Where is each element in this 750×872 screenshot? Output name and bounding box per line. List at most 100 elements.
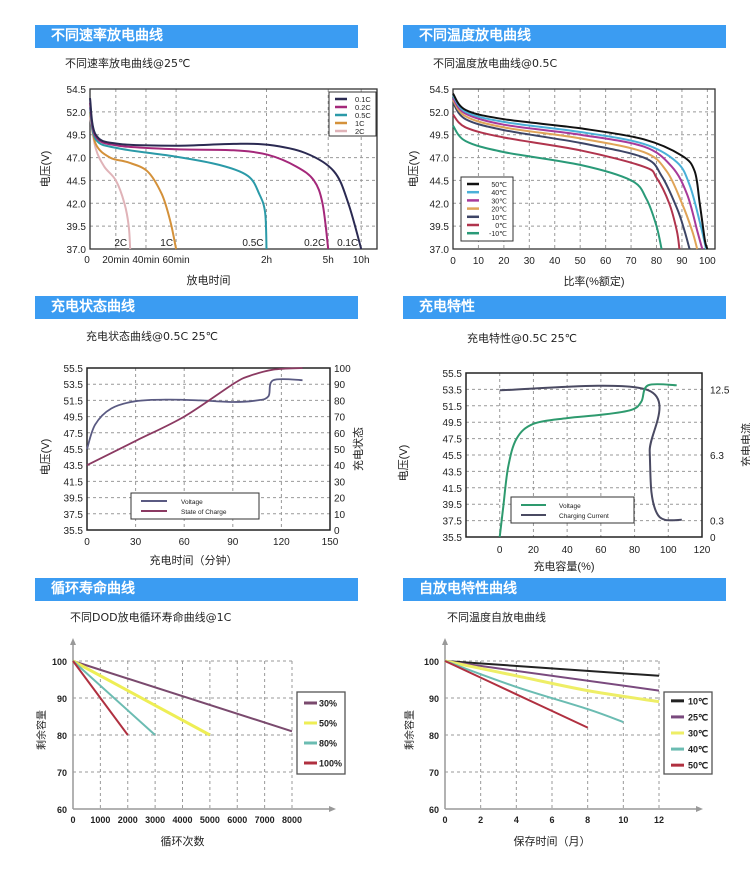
- series-line-50℃: [444, 660, 589, 729]
- y2-tick-label: 40: [334, 461, 346, 472]
- x-tick-label: 5000: [200, 815, 220, 825]
- legend-label: 100%: [319, 759, 342, 769]
- y-tick-label: 53.5: [64, 380, 84, 391]
- x-tick-label: 2000: [118, 815, 138, 825]
- legend-label: -10℃: [489, 231, 507, 238]
- x-tick-label: 30: [524, 256, 536, 267]
- series-line-0.5C: [89, 107, 268, 250]
- y2-tick-label: 100: [334, 364, 351, 375]
- section-header: 循环寿命曲线: [35, 578, 358, 601]
- chart-temp-discharge: 54.5 52.0 49.5 47.0 44.5 42.0 39.5 37.00 10 20 30 4…: [407, 85, 716, 288]
- x-tick-label: 5h: [323, 255, 334, 266]
- legend-label: 0.2C: [355, 103, 371, 112]
- x-tick-label: 70: [625, 256, 637, 267]
- legend-label: 10℃: [491, 215, 507, 222]
- x-tick-label: 60: [595, 545, 607, 556]
- x-tick-label: 20min: [102, 255, 129, 266]
- chart-subtitle: 不同温度放电曲线@0.5C: [433, 57, 558, 70]
- y-tick-label: 45.5: [443, 451, 463, 462]
- series-line-2C: [89, 116, 132, 250]
- legend-label: Voltage: [181, 499, 203, 506]
- series-line-40℃: [444, 660, 624, 724]
- y-tick-label: 43.5: [443, 467, 463, 478]
- y-tick-label: 52.0: [430, 108, 450, 119]
- x-tick-label: 20: [498, 256, 510, 267]
- section-header: 充电状态曲线: [35, 296, 358, 319]
- y-tick-label: 51.5: [64, 396, 84, 407]
- y-tick-label: 80: [57, 731, 67, 741]
- y-axis-label: 电压(V): [39, 439, 52, 476]
- legend-label: 1C: [355, 119, 365, 128]
- legend-label: 40℃: [491, 190, 507, 197]
- y-tick-label: 43.5: [64, 461, 84, 472]
- y-tick-label: 60: [57, 805, 67, 815]
- series-line-40℃: [452, 94, 708, 250]
- legend-label: 30%: [319, 699, 337, 709]
- legend-label: 30℃: [688, 729, 708, 739]
- y-tick-label: 39.5: [430, 222, 450, 233]
- series-line-Charging Current: [499, 384, 682, 522]
- y-tick-label: 100: [424, 657, 439, 667]
- panel-rate-discharge: 不同速率放电曲线 不同速率放电曲线@25℃ 54.5 52.0 49.5 47.0 44…: [35, 25, 378, 315]
- series-line-Voltage: [498, 383, 677, 538]
- y-tick-label: 100: [52, 657, 67, 667]
- x-tick-label: 60: [600, 256, 612, 267]
- series-line-80%: [72, 660, 156, 736]
- x-tick-label: 100: [699, 256, 716, 267]
- legend-label: Voltage: [559, 503, 581, 510]
- x-tick-label: 40min: [132, 255, 159, 266]
- series-line-100%: [72, 660, 129, 736]
- series-line-20℃: [452, 99, 699, 250]
- x-tick-label: 40: [562, 545, 574, 556]
- series-line-0℃: [452, 113, 681, 250]
- x-axis-label: 放电时间: [187, 273, 231, 287]
- section-header: 自放电特性曲线: [403, 578, 726, 601]
- series-line-50%: [72, 659, 211, 737]
- curve-end-label: 0.2C: [304, 238, 325, 249]
- x-tick-label: 80: [629, 545, 641, 556]
- series-line-30℃: [452, 97, 704, 250]
- x-tick-label: 20: [528, 545, 540, 556]
- legend-label: 50%: [319, 719, 337, 729]
- y-tick-label: 37.5: [443, 517, 463, 528]
- series-line-State of Charge: [86, 367, 303, 467]
- y-tick-label: 47.0: [430, 154, 450, 165]
- legend-box: [510, 496, 635, 524]
- x-axis-arrow-icon: [696, 806, 703, 812]
- y-tick-label: 39.5: [443, 500, 463, 511]
- y2-tick-label: 10: [334, 510, 346, 521]
- panel-cycle-life: 循环寿命曲线 不同DOD放电循环寿命曲线@1C 100 90 80 70 60 0 1000…: [35, 578, 375, 868]
- x-tick-label: 120: [273, 537, 290, 548]
- legend-label: Charging Current: [559, 513, 609, 520]
- y-tick-label: 44.5: [430, 176, 450, 187]
- chart-rate-discharge: 54.5 52.0 49.5 47.0 44.5 42.0 39.5 37.00 20min 40…: [39, 85, 378, 287]
- x-tick-label: 0: [497, 545, 503, 556]
- section-header: 充电特性: [403, 296, 726, 319]
- legend-label: State of Charge: [181, 509, 227, 516]
- chart-cycle-life: 100 90 80 70 600 1000 2000 3000 4000 5000 6000 7000…: [35, 638, 346, 848]
- x-tick-label: 1000: [90, 815, 110, 825]
- y-axis-label: 剩余容量: [403, 710, 416, 750]
- chart-subtitle: 不同速率放电曲线@25℃: [65, 57, 191, 70]
- y-tick-label: 70: [57, 768, 67, 778]
- series-line-30℃: [444, 659, 660, 704]
- y2-tick-label: 70: [334, 413, 346, 424]
- legend-box: [296, 691, 346, 775]
- y-axis-label: 电压(V): [39, 151, 52, 188]
- x-tick-label: 10: [473, 256, 485, 267]
- panel-charge-state: 充电状态曲线 充电状态曲线@0.5C 25℃ 55.5 100 53.5 90 51.5…: [35, 296, 375, 586]
- chart-subtitle: 充电特性@0.5C 25℃: [467, 332, 578, 345]
- curve-end-label: 2C: [114, 238, 127, 249]
- y-tick-label: 39.5: [64, 494, 84, 505]
- y-tick-label: 37.0: [430, 245, 450, 256]
- y-tick-label: 49.5: [64, 413, 84, 424]
- curve-end-label: 1C: [160, 238, 173, 249]
- y-tick-label: 47.5: [443, 435, 463, 446]
- series-line-10℃: [444, 660, 660, 677]
- series-line-1C: [89, 111, 178, 250]
- x-tick-label: 2: [478, 815, 483, 825]
- y-tick-label: 42.0: [430, 199, 450, 210]
- y2-tick-label: 90: [334, 380, 346, 391]
- x-tick-label: 60: [179, 537, 191, 548]
